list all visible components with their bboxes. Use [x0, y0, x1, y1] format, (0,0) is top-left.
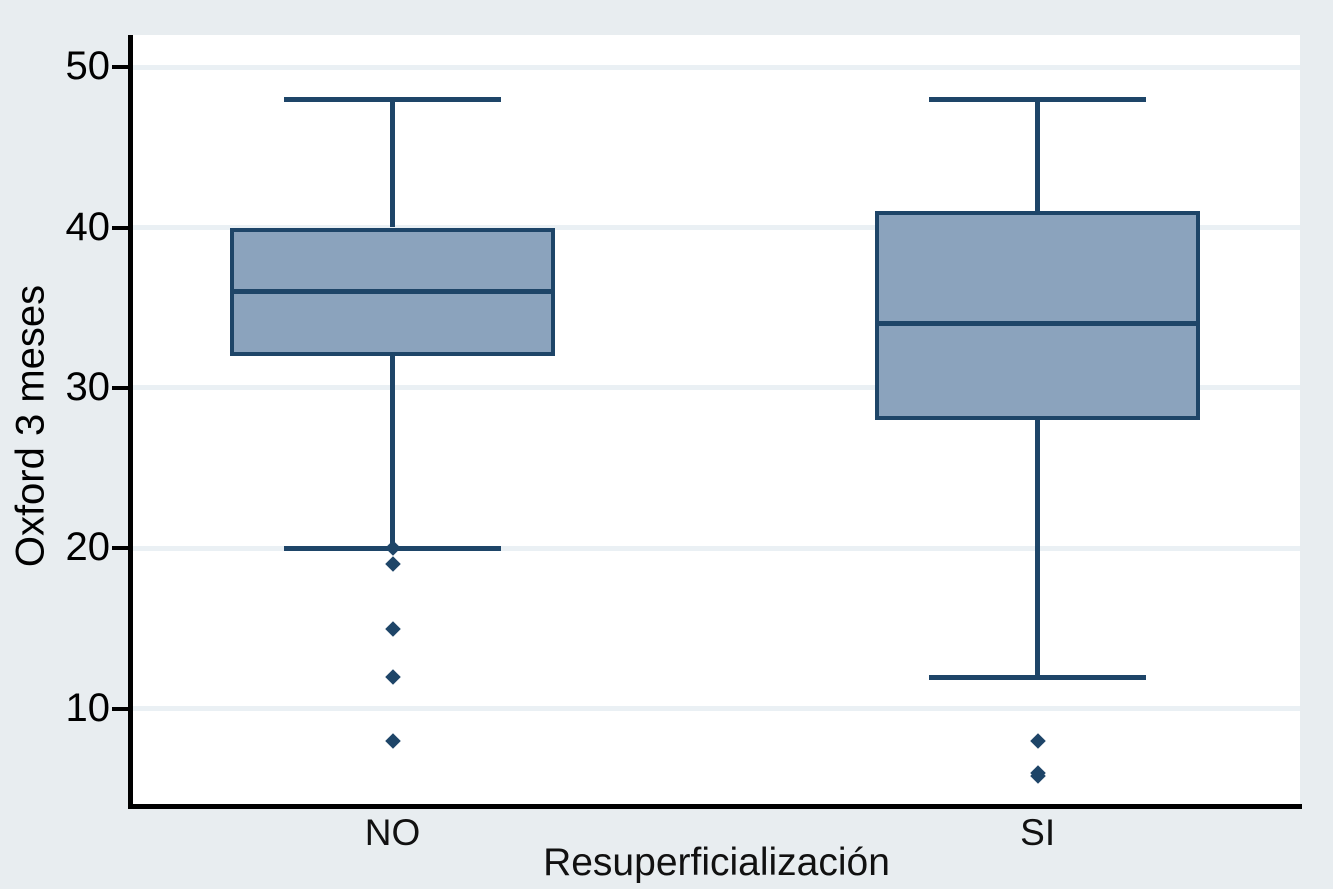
whisker-lower-cap-SI — [929, 674, 1147, 680]
whisker-upper-cap-NO — [284, 97, 502, 103]
whisker-lower-stem-SI — [1035, 420, 1041, 677]
outlier-SI-0 — [1029, 733, 1046, 749]
y-tick-40 — [112, 225, 129, 230]
median-line-NO — [230, 289, 556, 295]
outlier-NO-3 — [384, 668, 401, 685]
y-tick-label-10: 10 — [65, 685, 111, 730]
x-category-label-SI: SI — [1020, 812, 1056, 853]
y-gridline-10 — [133, 706, 1300, 712]
y-tick-30 — [112, 385, 129, 390]
plot-area — [133, 35, 1300, 805]
outlier-NO-4 — [384, 733, 401, 749]
x-axis-title: Resuperficialización — [543, 841, 890, 884]
y-tick-label-20: 20 — [65, 525, 111, 570]
y-gridline-30 — [133, 385, 1300, 391]
y-gridline-40 — [133, 225, 1300, 230]
y-gridline-50 — [133, 64, 1300, 70]
y-tick-10 — [112, 706, 129, 711]
y-tick-20 — [112, 546, 129, 551]
whisker-upper-cap-SI — [929, 97, 1147, 103]
outlier-NO-0 — [384, 540, 401, 557]
y-tick-label-50: 50 — [65, 44, 111, 89]
y-gridline-20 — [133, 545, 1300, 551]
x-category-label-NO: NO — [364, 812, 421, 853]
whisker-upper-stem-SI — [1035, 99, 1041, 212]
y-tick-label-40: 40 — [65, 204, 111, 249]
y-tick-50 — [112, 65, 129, 70]
whisker-upper-stem-NO — [390, 99, 396, 228]
x-axis-line — [128, 804, 1302, 809]
whisker-lower-stem-NO — [390, 355, 396, 549]
outlier-NO-2 — [384, 620, 401, 637]
iqr-box-SI — [875, 211, 1201, 420]
y-axis-line — [128, 35, 133, 809]
outlier-NO-1 — [384, 556, 401, 573]
median-line-SI — [875, 321, 1201, 327]
y-tick-label-30: 30 — [65, 364, 111, 409]
